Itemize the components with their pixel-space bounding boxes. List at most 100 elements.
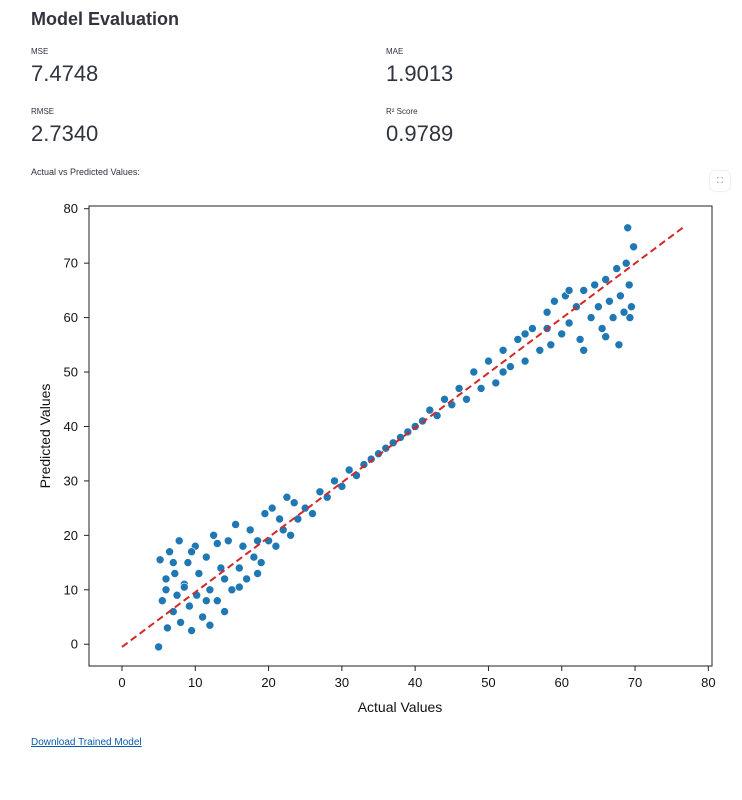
scatter-point [163,623,172,633]
scatter-point [594,302,603,311]
points-layer [154,223,638,652]
scatter-point [286,530,295,540]
metric-label: MSE [31,47,49,56]
scatter-point [454,384,464,393]
x-tick-label: 50 [481,675,495,690]
scatter-point [564,318,574,328]
scatter-point [202,552,211,562]
scatter-point [185,601,194,611]
metric-r2: R² Score 0.9789 [386,107,453,147]
x-tick-label: 0 [118,675,125,690]
scatter-point [315,487,325,497]
scatter-point [227,585,237,595]
scatter-point [597,324,607,333]
scatter-point [425,405,435,415]
scatter-point [183,558,193,567]
scatter-point [601,275,611,284]
y-tick-label: 80 [64,201,78,216]
scatter-point [616,291,625,301]
scatter-point [579,346,589,355]
x-tick-label: 30 [335,675,349,690]
scatter-point [469,367,479,377]
expand-icon[interactable]: ⛶ [710,171,730,191]
scatter-point [245,525,255,535]
scatter-point [462,395,471,404]
scatter-point [308,509,317,518]
scatter-point [165,547,174,557]
scatter-point [289,498,299,508]
y-tick-label: 30 [64,473,78,488]
scatter-point [205,620,215,630]
y-tick-label: 10 [64,582,78,597]
scatter-point [238,541,248,551]
metric-label: RMSE [31,107,55,116]
scatter-point [198,612,207,622]
download-model-link[interactable]: Download Trained Model [31,737,142,748]
scatter-point [625,313,635,322]
plot-frame [88,205,713,667]
scatter-point [176,618,185,627]
metric-label: R² Score [386,107,418,116]
scatter-point [194,569,204,578]
metric-value: 2.7340 [31,121,99,146]
scatter-point [209,530,218,540]
scatter-point [154,642,163,652]
metric-value: 1.9013 [386,61,454,86]
scatter-point [224,536,233,546]
scatter-point [235,582,244,592]
scatter-point [575,335,585,344]
x-tick-label: 60 [555,675,569,690]
x-tick-label: 80 [701,675,715,690]
scatter-point [187,547,196,557]
scatter-point [601,332,611,341]
scatter-point [520,329,530,339]
scatter-point [161,585,171,595]
scatter-point [187,626,196,635]
scatter-point [608,313,618,322]
scatter-point [629,242,638,252]
scatter-point [440,395,449,404]
scatter-point [590,280,600,290]
scatter-point [169,558,178,567]
scatter-point [260,509,270,518]
scatter-point [513,335,523,344]
scatter-point [498,367,508,377]
metric-value: 7.4748 [31,61,99,86]
scatter-point [242,574,251,584]
scatter-point [605,297,614,306]
scatter-point [557,329,567,339]
scatter-point [220,607,229,616]
scatter-point [586,313,596,322]
scatter-point [579,286,589,295]
scatter-point [330,476,339,486]
y-tick-label: 0 [71,637,78,652]
scatter-point [528,324,537,333]
y-tick-label: 40 [64,419,78,434]
y-tick-label: 50 [64,365,78,380]
scatter-point [344,465,354,475]
page-title: Model Evaluation [31,9,180,29]
scatter-point [623,223,633,233]
scatter-point [381,443,391,453]
axes-layer: 0 10 20 30 40 50 60 70 80 0 10 20 30 40 50 60 70 80 [64,201,716,690]
scatter-point [564,286,574,295]
reference-line-layer [121,226,684,648]
scatter-point [161,574,171,584]
reference-line [121,226,684,648]
scatter-point [550,297,559,306]
x-tick-label: 70 [628,675,642,690]
scatter-point [220,574,229,584]
scatter-point [235,563,244,573]
y-tick-label: 70 [64,256,78,271]
y-tick-label: 60 [64,310,78,325]
x-tick-label: 40 [408,675,422,690]
scatter-point [275,514,284,524]
scatter-point [213,596,222,606]
scatter-point [293,514,303,524]
scatter-point [535,346,545,355]
scatter-point [491,378,501,388]
scatter-point [476,384,486,393]
scatter-point [253,536,262,546]
scatter-point [484,356,493,366]
scatter-point [231,520,240,529]
